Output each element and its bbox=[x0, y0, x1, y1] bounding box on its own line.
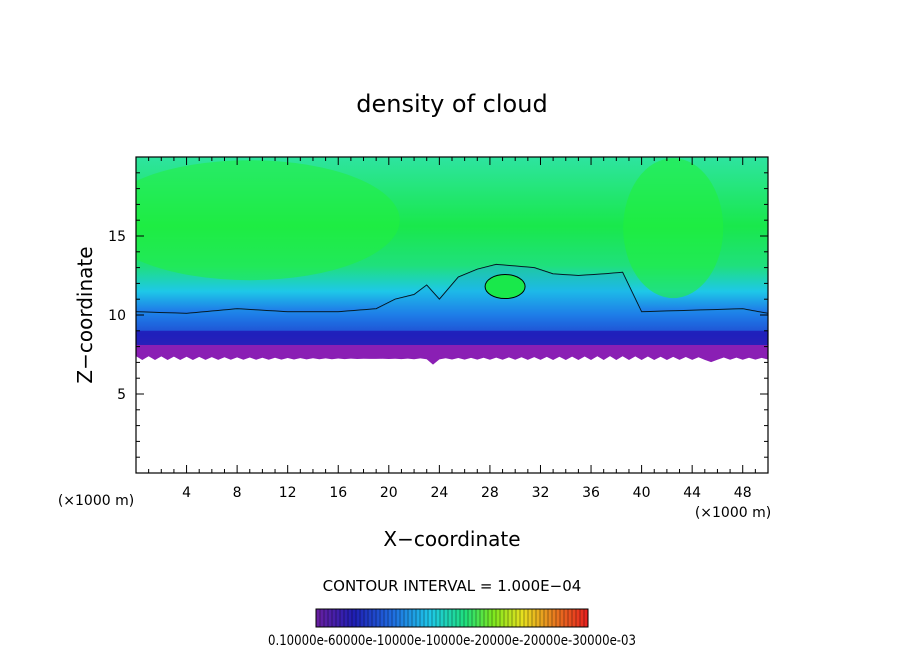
x-unit-right: (×1000 m) bbox=[695, 505, 771, 521]
cloud-core-tint bbox=[136, 264, 768, 331]
y-tick-label: 15 bbox=[108, 229, 126, 245]
green-blob-right bbox=[623, 158, 724, 299]
x-tick-label: 40 bbox=[633, 485, 651, 501]
green-blob-left bbox=[136, 160, 400, 281]
x-tick-label: 28 bbox=[481, 485, 499, 501]
cloud-lower-band bbox=[136, 330, 768, 346]
x-tick-label: 32 bbox=[532, 485, 550, 501]
cloud-top-contour bbox=[136, 263, 768, 314]
x-tick-label: 4 bbox=[182, 485, 191, 501]
y-tick-label: 10 bbox=[108, 308, 126, 324]
x-tick-label: 24 bbox=[430, 485, 448, 501]
y-axis: 5 10 15 bbox=[108, 172, 768, 458]
y-axis-label: Z−coordinate bbox=[73, 246, 97, 383]
x-tick-label: 8 bbox=[233, 485, 242, 501]
x-unit-left: (×1000 m) bbox=[58, 493, 134, 509]
x-tick-label: 12 bbox=[279, 485, 297, 501]
x-tick-label: 48 bbox=[734, 485, 752, 501]
x-axis: 4 8 12 16 20 24 28 32 36 40 44 48 bbox=[148, 157, 756, 501]
x-tick-label: 36 bbox=[582, 485, 600, 501]
x-axis-label: X−coordinate bbox=[383, 527, 520, 551]
clear-air bbox=[136, 355, 768, 473]
x-tick-label: 16 bbox=[329, 485, 347, 501]
y-tick-label: 5 bbox=[117, 387, 126, 403]
contour-interval-label: CONTOUR INTERVAL = 1.000E−04 bbox=[323, 577, 582, 595]
colorbar-labels: 0.10000e-60000e-10000e-10000e-20000e-200… bbox=[268, 633, 636, 649]
inner-contour-loop bbox=[484, 274, 526, 300]
x-tick-label: 44 bbox=[683, 485, 701, 501]
chart-title: density of cloud bbox=[356, 90, 547, 118]
colorbar-stripes bbox=[319, 609, 585, 627]
cloud-base-edge bbox=[136, 345, 768, 365]
cloud-density-field bbox=[136, 157, 768, 473]
x-tick-label: 20 bbox=[380, 485, 398, 501]
